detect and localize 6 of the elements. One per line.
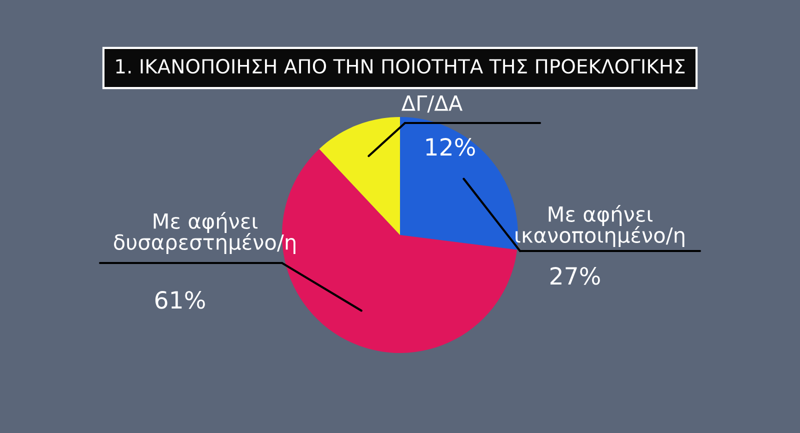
data-label: 61%: [155, 290, 205, 309]
data-label: 12%: [426, 138, 475, 156]
data-label: 27%: [550, 266, 600, 285]
slice-label: ΔΓ/ΔΑ: [401, 96, 463, 113]
chart-title: 1. ΙΚΑΝΟΠΟΙΗΣΗ ΑΠΟ ΤΗΝ ΠΟΙΟΤΗΤΑ ΤΗΣ ΠΡΟΕΚΛΟΓΙΚΗΣ: [116, 58, 685, 74]
pie-slice: [319, 117, 400, 235]
